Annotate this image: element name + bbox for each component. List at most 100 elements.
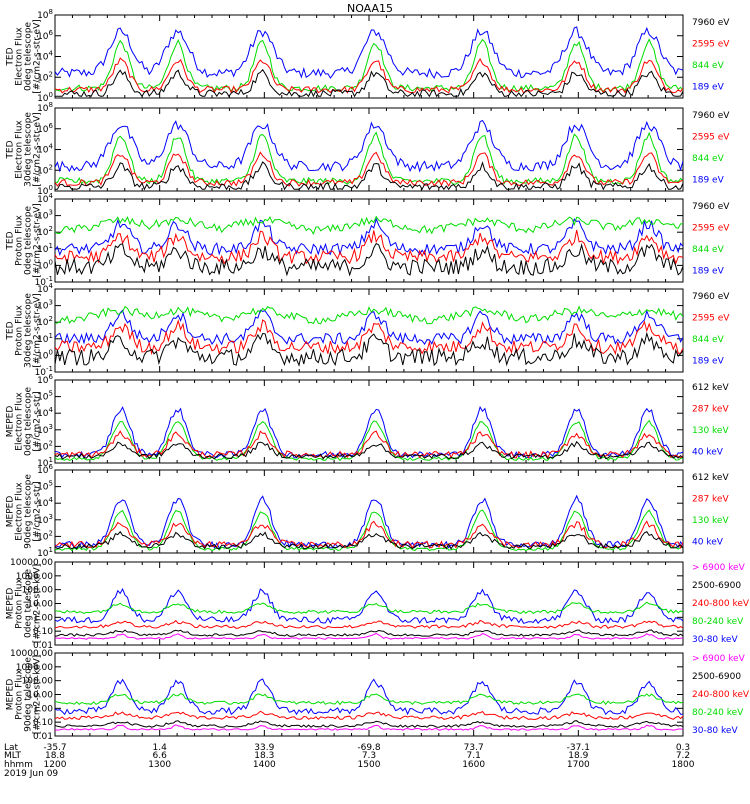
footer-row-label: hhmm xyxy=(4,760,33,770)
series-line xyxy=(55,229,683,266)
data-series xyxy=(55,405,683,462)
legend-entry: 7960 eV xyxy=(692,18,730,28)
y-axis-label-line: MEPED xyxy=(6,496,16,528)
y-axis-label: TEDElectron Flux30deg telescope[#/cm2-s-… xyxy=(6,112,43,187)
data-series xyxy=(55,587,683,640)
legend-entry: 2595 eV xyxy=(692,40,730,50)
footer-mlt: 7.2 xyxy=(676,751,690,761)
series-line xyxy=(55,119,683,173)
y-tick-label: 1000.00 xyxy=(16,663,53,673)
y-axis-label-line: Proton Flux xyxy=(15,578,25,629)
data-series xyxy=(55,119,683,191)
y-axis-label-line: 30deg telescope xyxy=(24,293,34,368)
y-tick-label: 1000.00 xyxy=(16,572,53,582)
series-line xyxy=(55,319,683,356)
footer-mlt: 7.3 xyxy=(362,751,376,761)
y-axis-label-line: [#/cm2-s-str-keV] xyxy=(33,655,43,734)
series-line xyxy=(55,678,683,716)
series-line xyxy=(55,242,683,277)
y-axis-label-line: [#/cm2-s-str] xyxy=(33,481,43,541)
y-axis-label-line: TED xyxy=(6,140,16,159)
series-line xyxy=(55,217,683,257)
legend-entry: 2500-6900 xyxy=(692,672,741,682)
y-tick-label: 1.00 xyxy=(33,704,53,714)
legend-entry: 80-240 keV xyxy=(692,617,744,627)
footer-lat: -35.7 xyxy=(43,743,66,753)
footer-mlt: 18.3 xyxy=(254,751,274,761)
y-axis-label-line: [#/cm2-s-str-eV] xyxy=(33,112,43,187)
legend-entry: 7960 eV xyxy=(692,292,730,302)
legend-entry: 30-80 keV xyxy=(692,726,738,736)
y-axis-label-line: 0deg telescope xyxy=(24,22,34,92)
series-line xyxy=(55,440,683,460)
y-axis-label-line: 90deg telescope xyxy=(24,474,34,549)
y-tick-label: 0.10 xyxy=(33,718,53,728)
series-line xyxy=(55,629,683,637)
series-line xyxy=(55,430,683,460)
legend-entry: > 6900 keV xyxy=(692,654,746,664)
y-axis-label-line: [#/cm2-s-str-eV] xyxy=(33,19,43,94)
y-axis-label-line: 0deg telescope xyxy=(24,387,34,457)
footer-hhmm: 1400 xyxy=(253,760,276,770)
series-line xyxy=(55,405,683,460)
y-tick-label: 10000.00 xyxy=(10,649,53,659)
series-line xyxy=(55,131,683,186)
footer-hhmm: 1700 xyxy=(567,760,590,770)
legend-entry: 612 keV xyxy=(692,473,729,483)
data-series xyxy=(55,305,683,367)
legend-entry: 130 keV xyxy=(692,426,729,436)
legend-entry: 844 eV xyxy=(692,335,725,345)
footer-row-label: 2019 Jun 09 xyxy=(4,769,58,779)
series-line xyxy=(55,494,683,549)
legend-entry: 612 keV xyxy=(692,383,729,393)
series-line xyxy=(55,309,683,346)
series-line xyxy=(55,720,683,728)
legend-entry: > 6900 keV xyxy=(692,563,746,573)
y-axis-label: TEDProton Flux0deg telescope[#/cm2-s-str… xyxy=(6,203,43,278)
series-line xyxy=(55,151,683,187)
series-line xyxy=(55,26,683,80)
footer-lat: 33.9 xyxy=(254,743,274,753)
footer-lat: -69.8 xyxy=(357,743,381,753)
y-axis-label-line: [#/cm2-s-str-eV] xyxy=(33,203,43,278)
series-line xyxy=(55,530,683,550)
footer-lat: 0.3 xyxy=(676,743,690,753)
y-axis-label-line: TED xyxy=(6,321,16,340)
plot-title: NOAA15 xyxy=(347,2,393,15)
y-axis-label-line: 0deg telescope xyxy=(24,206,34,276)
y-tick-label: 100.00 xyxy=(22,677,54,687)
legend-entry: 2595 eV xyxy=(692,133,730,143)
series-line xyxy=(55,632,683,640)
y-tick-label: 10.00 xyxy=(27,600,53,610)
legend-entry: 844 eV xyxy=(692,154,725,164)
y-axis-label-line: [#/cm2-s-str-keV] xyxy=(33,564,43,643)
y-tick-label: 100.00 xyxy=(22,586,54,596)
legend-entry: 287 keV xyxy=(692,495,729,505)
y-axis-label-line: [#/cm2-s-str] xyxy=(33,391,43,451)
y-tick-label: 0.01 xyxy=(33,641,53,651)
series-line xyxy=(55,161,683,191)
series-line xyxy=(55,724,683,731)
y-axis-label-line: 90deg telescope xyxy=(24,657,34,732)
y-axis-label-line: MEPED xyxy=(6,406,16,438)
y-axis-label: MEPEDProton Flux0deg telescope[#/cm2-s-s… xyxy=(6,564,43,643)
footer-row-label: MLT xyxy=(4,751,22,761)
series-line xyxy=(55,587,683,625)
y-axis-label-line: Proton Flux xyxy=(15,669,25,720)
footer-hhmm: 1500 xyxy=(358,760,381,770)
y-axis-label-line: MEPED xyxy=(6,588,16,620)
legend-entry: 189 eV xyxy=(692,267,725,277)
y-axis-label-line: Electron Flux xyxy=(15,27,25,86)
legend-entry: 2595 eV xyxy=(692,224,730,234)
series-line xyxy=(55,693,683,706)
footer-mlt: 18.8 xyxy=(45,751,65,761)
panel-frame xyxy=(54,288,684,373)
panel-frame xyxy=(54,469,684,554)
